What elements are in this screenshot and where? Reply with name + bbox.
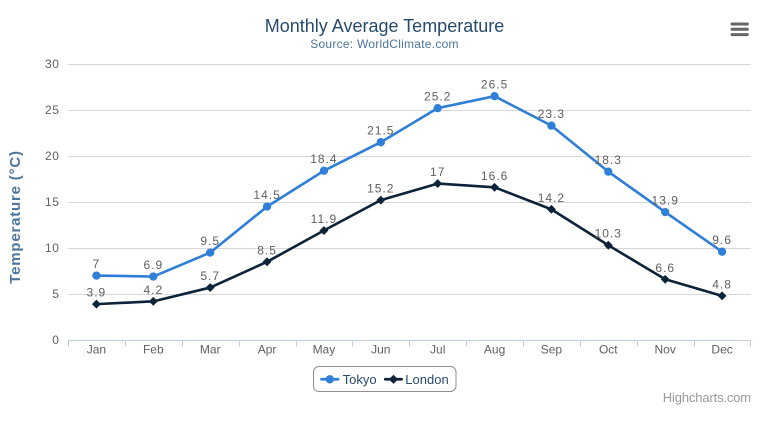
svg-text:6.9: 6.9 [143, 258, 163, 272]
svg-text:Tokyo: Tokyo [343, 372, 377, 387]
svg-text:14.2: 14.2 [538, 191, 565, 205]
svg-text:London: London [405, 372, 448, 387]
svg-text:18.3: 18.3 [595, 153, 622, 167]
svg-text:18.4: 18.4 [310, 152, 337, 166]
svg-text:6.6: 6.6 [655, 261, 675, 275]
svg-text:Aug: Aug [484, 343, 505, 357]
svg-text:Jul: Jul [430, 343, 445, 357]
svg-text:Apr: Apr [258, 343, 277, 357]
svg-text:Oct: Oct [599, 343, 618, 357]
svg-text:Nov: Nov [655, 343, 676, 357]
svg-text:20: 20 [45, 149, 60, 163]
svg-text:May: May [313, 343, 336, 357]
svg-text:Highcharts.com: Highcharts.com [663, 390, 751, 405]
svg-text:Temperature (°C): Temperature (°C) [7, 150, 24, 284]
svg-text:11.9: 11.9 [311, 212, 337, 226]
svg-text:5: 5 [52, 287, 59, 301]
svg-text:Source: WorldClimate.com: Source: WorldClimate.com [310, 37, 459, 51]
svg-text:25.2: 25.2 [424, 90, 451, 104]
svg-text:7: 7 [93, 257, 101, 271]
svg-text:3.9: 3.9 [87, 286, 107, 300]
svg-text:9.5: 9.5 [200, 234, 220, 248]
svg-text:8.5: 8.5 [257, 243, 277, 257]
svg-text:21.5: 21.5 [367, 124, 394, 138]
svg-text:15.2: 15.2 [367, 182, 394, 196]
svg-text:25: 25 [45, 103, 60, 117]
svg-text:Sep: Sep [541, 343, 563, 357]
svg-text:17: 17 [430, 165, 445, 179]
svg-text:Feb: Feb [143, 343, 164, 357]
svg-text:14.5: 14.5 [253, 188, 280, 202]
svg-text:5.7: 5.7 [200, 269, 220, 283]
svg-text:30: 30 [45, 57, 60, 71]
svg-text:26.5: 26.5 [481, 78, 508, 92]
svg-text:4.2: 4.2 [143, 283, 163, 297]
svg-text:15: 15 [45, 195, 60, 209]
svg-text:10.3: 10.3 [595, 227, 622, 241]
svg-text:13.9: 13.9 [652, 194, 679, 208]
svg-text:10: 10 [45, 241, 60, 255]
svg-text:23.3: 23.3 [538, 107, 565, 121]
svg-text:9.6: 9.6 [712, 233, 732, 247]
svg-text:16.6: 16.6 [481, 169, 508, 183]
svg-text:Mar: Mar [200, 343, 221, 357]
svg-text:4.8: 4.8 [712, 277, 732, 291]
svg-text:Jan: Jan [87, 343, 106, 357]
svg-text:0: 0 [52, 333, 59, 347]
svg-text:Dec: Dec [711, 343, 732, 357]
svg-text:Jun: Jun [371, 343, 390, 357]
svg-text:Monthly Average Temperature: Monthly Average Temperature [265, 16, 504, 36]
